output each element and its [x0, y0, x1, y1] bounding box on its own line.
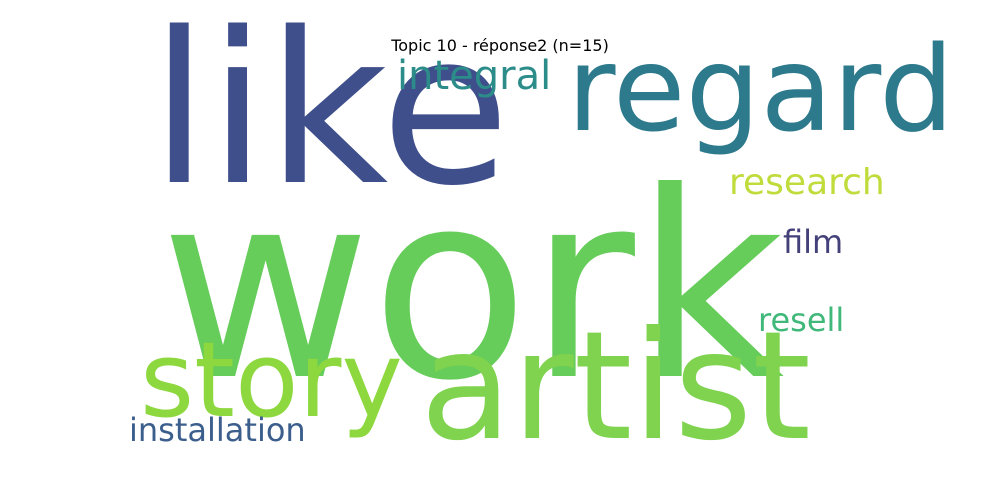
word-work: work: [160, 137, 785, 437]
word-resell: resell: [758, 301, 845, 339]
word-like: like: [150, 0, 511, 232]
chart-title: Topic 10 - réponse2 (n=15): [391, 36, 609, 55]
word-installation: installation: [129, 411, 306, 449]
word-artist: artist: [420, 300, 812, 474]
word-film: film: [783, 223, 844, 261]
word-integral: integral: [397, 53, 552, 99]
word-story: story: [140, 319, 403, 441]
word-regard: regard: [567, 20, 955, 158]
word-research: research: [729, 162, 885, 203]
